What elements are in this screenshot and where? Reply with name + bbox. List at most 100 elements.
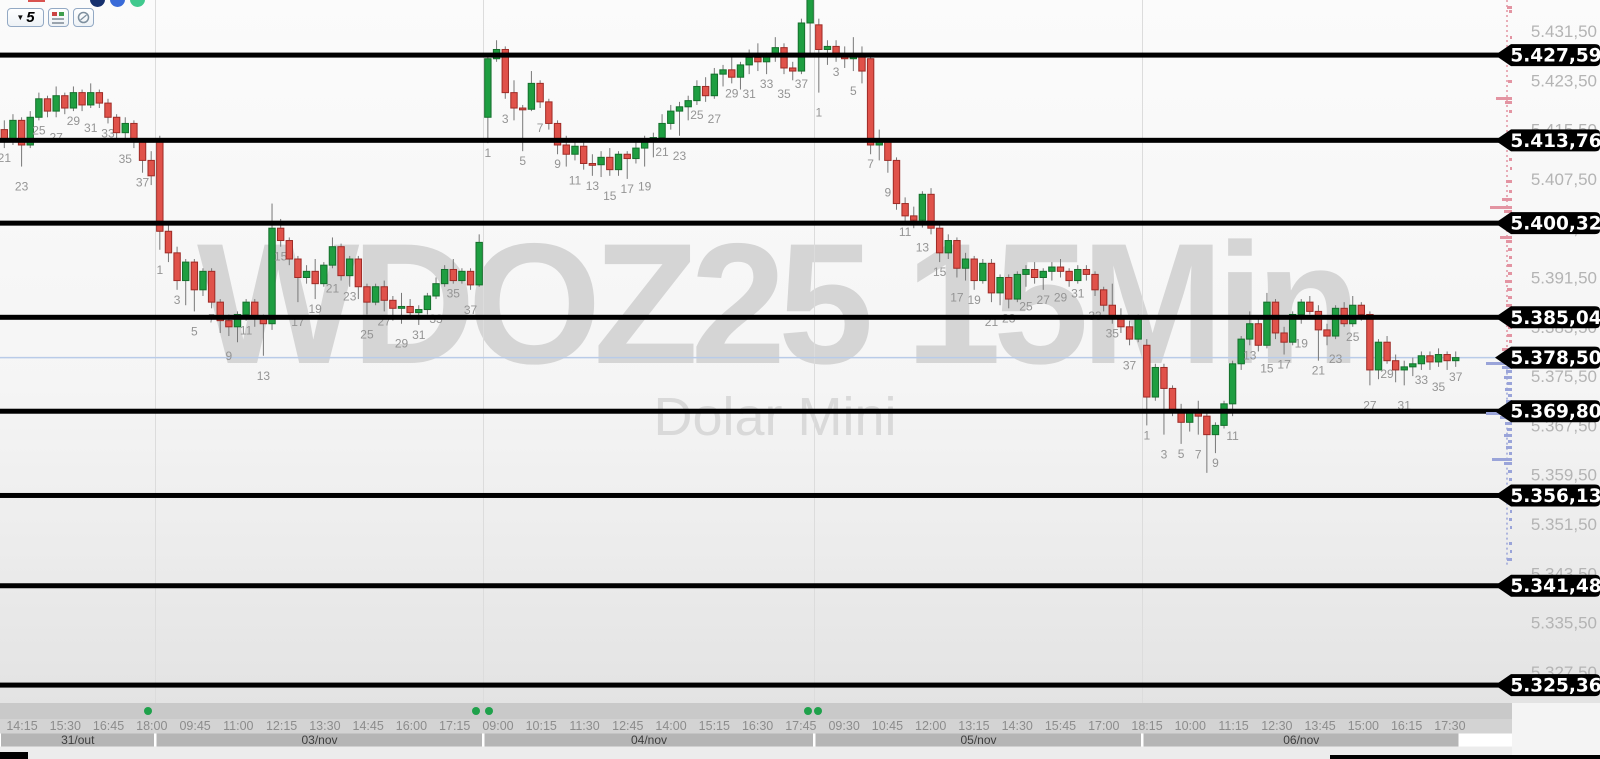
candle xyxy=(658,122,666,139)
candle xyxy=(1022,268,1030,275)
x-axis-time-label: 12:15 xyxy=(266,719,297,733)
y-axis-tick-label: 5.391,50 xyxy=(1531,268,1597,287)
bar-number-label: 11 xyxy=(240,324,253,338)
bar-number-label: 37 xyxy=(136,176,150,190)
chart-style-button[interactable] xyxy=(48,8,69,27)
x-axis-time-label: 11:15 xyxy=(1218,719,1248,733)
candle xyxy=(910,215,918,221)
bar-number-label: 29 xyxy=(1380,367,1394,381)
candle xyxy=(1366,313,1374,371)
candle xyxy=(979,262,987,282)
candle xyxy=(337,246,345,277)
candle xyxy=(961,258,970,269)
candle xyxy=(996,276,1004,294)
candle xyxy=(354,258,363,288)
candle xyxy=(1082,268,1091,275)
footer-black-bar xyxy=(1330,755,1600,759)
candle xyxy=(1237,338,1245,365)
candle xyxy=(684,100,692,108)
candle xyxy=(501,48,509,94)
candle xyxy=(884,141,892,161)
candle xyxy=(536,82,544,103)
candle xyxy=(1203,415,1211,436)
candle xyxy=(745,56,753,66)
candle xyxy=(225,320,233,328)
volume-profile-bar xyxy=(1506,370,1512,373)
x-axis-time-label: 15:15 xyxy=(699,719,730,733)
x-axis-time-label: 10:45 xyxy=(872,719,903,733)
interval-dropdown-button[interactable]: ▼ 5 xyxy=(7,8,44,27)
candle xyxy=(1134,317,1142,340)
session-open-dot xyxy=(804,707,812,715)
candle xyxy=(1443,354,1451,362)
price-level-tag xyxy=(1495,484,1600,507)
date-band-label: 31/out xyxy=(61,733,95,747)
volume-profile-bar xyxy=(1490,206,1512,209)
candle xyxy=(294,258,302,278)
candle xyxy=(371,286,380,303)
candle xyxy=(545,101,553,124)
candle xyxy=(754,56,762,63)
time-axis-row[interactable] xyxy=(0,719,1512,734)
price-level-tag-text: 5.356,13 xyxy=(1510,486,1600,507)
candle xyxy=(268,227,276,325)
bar-number-label: 21 xyxy=(326,281,340,295)
bar-number-label: 19 xyxy=(638,180,652,194)
current-price-tag xyxy=(1495,346,1600,369)
price-level-line xyxy=(0,682,1500,688)
y-axis-tick-label: 5.359,50 xyxy=(1531,466,1597,485)
price-level-tag xyxy=(1495,212,1600,235)
bar-number-label: 15 xyxy=(1260,361,1274,375)
x-axis-time-label: 11:00 xyxy=(223,719,253,733)
bar-number-label: 35 xyxy=(1432,380,1446,394)
candle xyxy=(121,122,129,134)
bar-number-label: 13 xyxy=(257,369,271,383)
candle xyxy=(1185,412,1194,423)
candle xyxy=(780,47,788,69)
drawing-tool-button[interactable] xyxy=(73,8,94,27)
x-axis-time-label: 13:45 xyxy=(1304,719,1335,733)
candle xyxy=(987,262,996,294)
candle xyxy=(26,116,34,146)
x-axis-time-label: 16:30 xyxy=(742,719,773,733)
candle xyxy=(423,295,432,311)
candle xyxy=(1039,270,1047,278)
candle xyxy=(242,301,250,315)
x-axis-time-label: 12:30 xyxy=(1261,719,1292,733)
watermark-description: Dolar Mini xyxy=(653,387,897,447)
date-band-label: 04/nov xyxy=(631,733,667,747)
bar-number-label: 7 xyxy=(1195,448,1202,462)
candle xyxy=(553,122,562,146)
candle xyxy=(892,159,901,205)
candle xyxy=(1288,313,1297,343)
volume-profile-bar xyxy=(1504,462,1512,465)
volume-profile-bar xyxy=(1505,388,1512,391)
bar-number-label: 1 xyxy=(485,146,492,160)
volume-profile-bar xyxy=(1496,97,1512,100)
candle xyxy=(970,258,978,282)
bar-number-label: 29 xyxy=(725,86,739,100)
bar-number-label: 35 xyxy=(1106,327,1120,341)
session-open-dot xyxy=(814,707,822,715)
y-axis-tick-label: 5.407,50 xyxy=(1531,170,1597,189)
volume-profile-bar xyxy=(1505,101,1512,104)
x-axis-time-label: 14:15 xyxy=(6,719,37,733)
bar-number-label: 19 xyxy=(1295,337,1309,351)
bar-number-label: 11 xyxy=(1226,429,1239,443)
window-blue-dot[interactable] xyxy=(110,0,125,7)
volume-profile-bar xyxy=(1509,10,1512,13)
window-green-dot[interactable] xyxy=(130,0,145,7)
bar-number-label: 25 xyxy=(1346,330,1360,344)
candle xyxy=(432,283,440,297)
volume-profile-bar xyxy=(1507,334,1512,337)
price-level-line xyxy=(0,137,1500,143)
window-navy-dot[interactable] xyxy=(90,0,105,7)
candle xyxy=(104,102,112,118)
bar-number-label: 35 xyxy=(119,152,133,166)
volume-profile-bar xyxy=(1509,542,1512,545)
x-axis-time-label: 16:45 xyxy=(93,719,124,733)
volume-profile-bar xyxy=(1510,167,1512,170)
candle xyxy=(182,261,190,282)
volume-profile-bar xyxy=(1509,190,1512,193)
